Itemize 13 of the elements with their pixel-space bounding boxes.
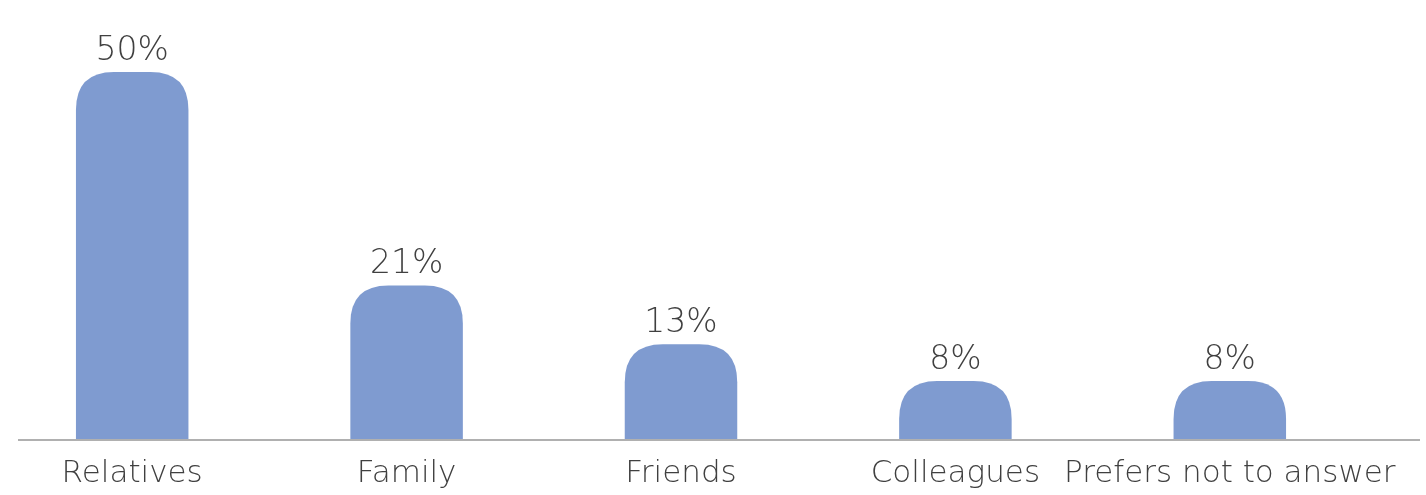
data-label: 13% <box>644 301 718 341</box>
data-label: 50% <box>95 29 169 68</box>
x-tick-label: Relatives <box>61 453 203 489</box>
bar <box>624 344 738 440</box>
data-label: 21% <box>369 242 444 282</box>
x-tick-label: Colleagues <box>870 453 1041 489</box>
x-tick-label: Prefers not to answer <box>1064 453 1396 489</box>
bar <box>75 72 189 440</box>
x-tick-label: Friends <box>625 453 737 489</box>
x-tick-label: Family <box>356 453 457 489</box>
data-label: 8% <box>929 338 982 378</box>
data-label: 8% <box>1203 338 1256 378</box>
bar <box>350 285 463 440</box>
